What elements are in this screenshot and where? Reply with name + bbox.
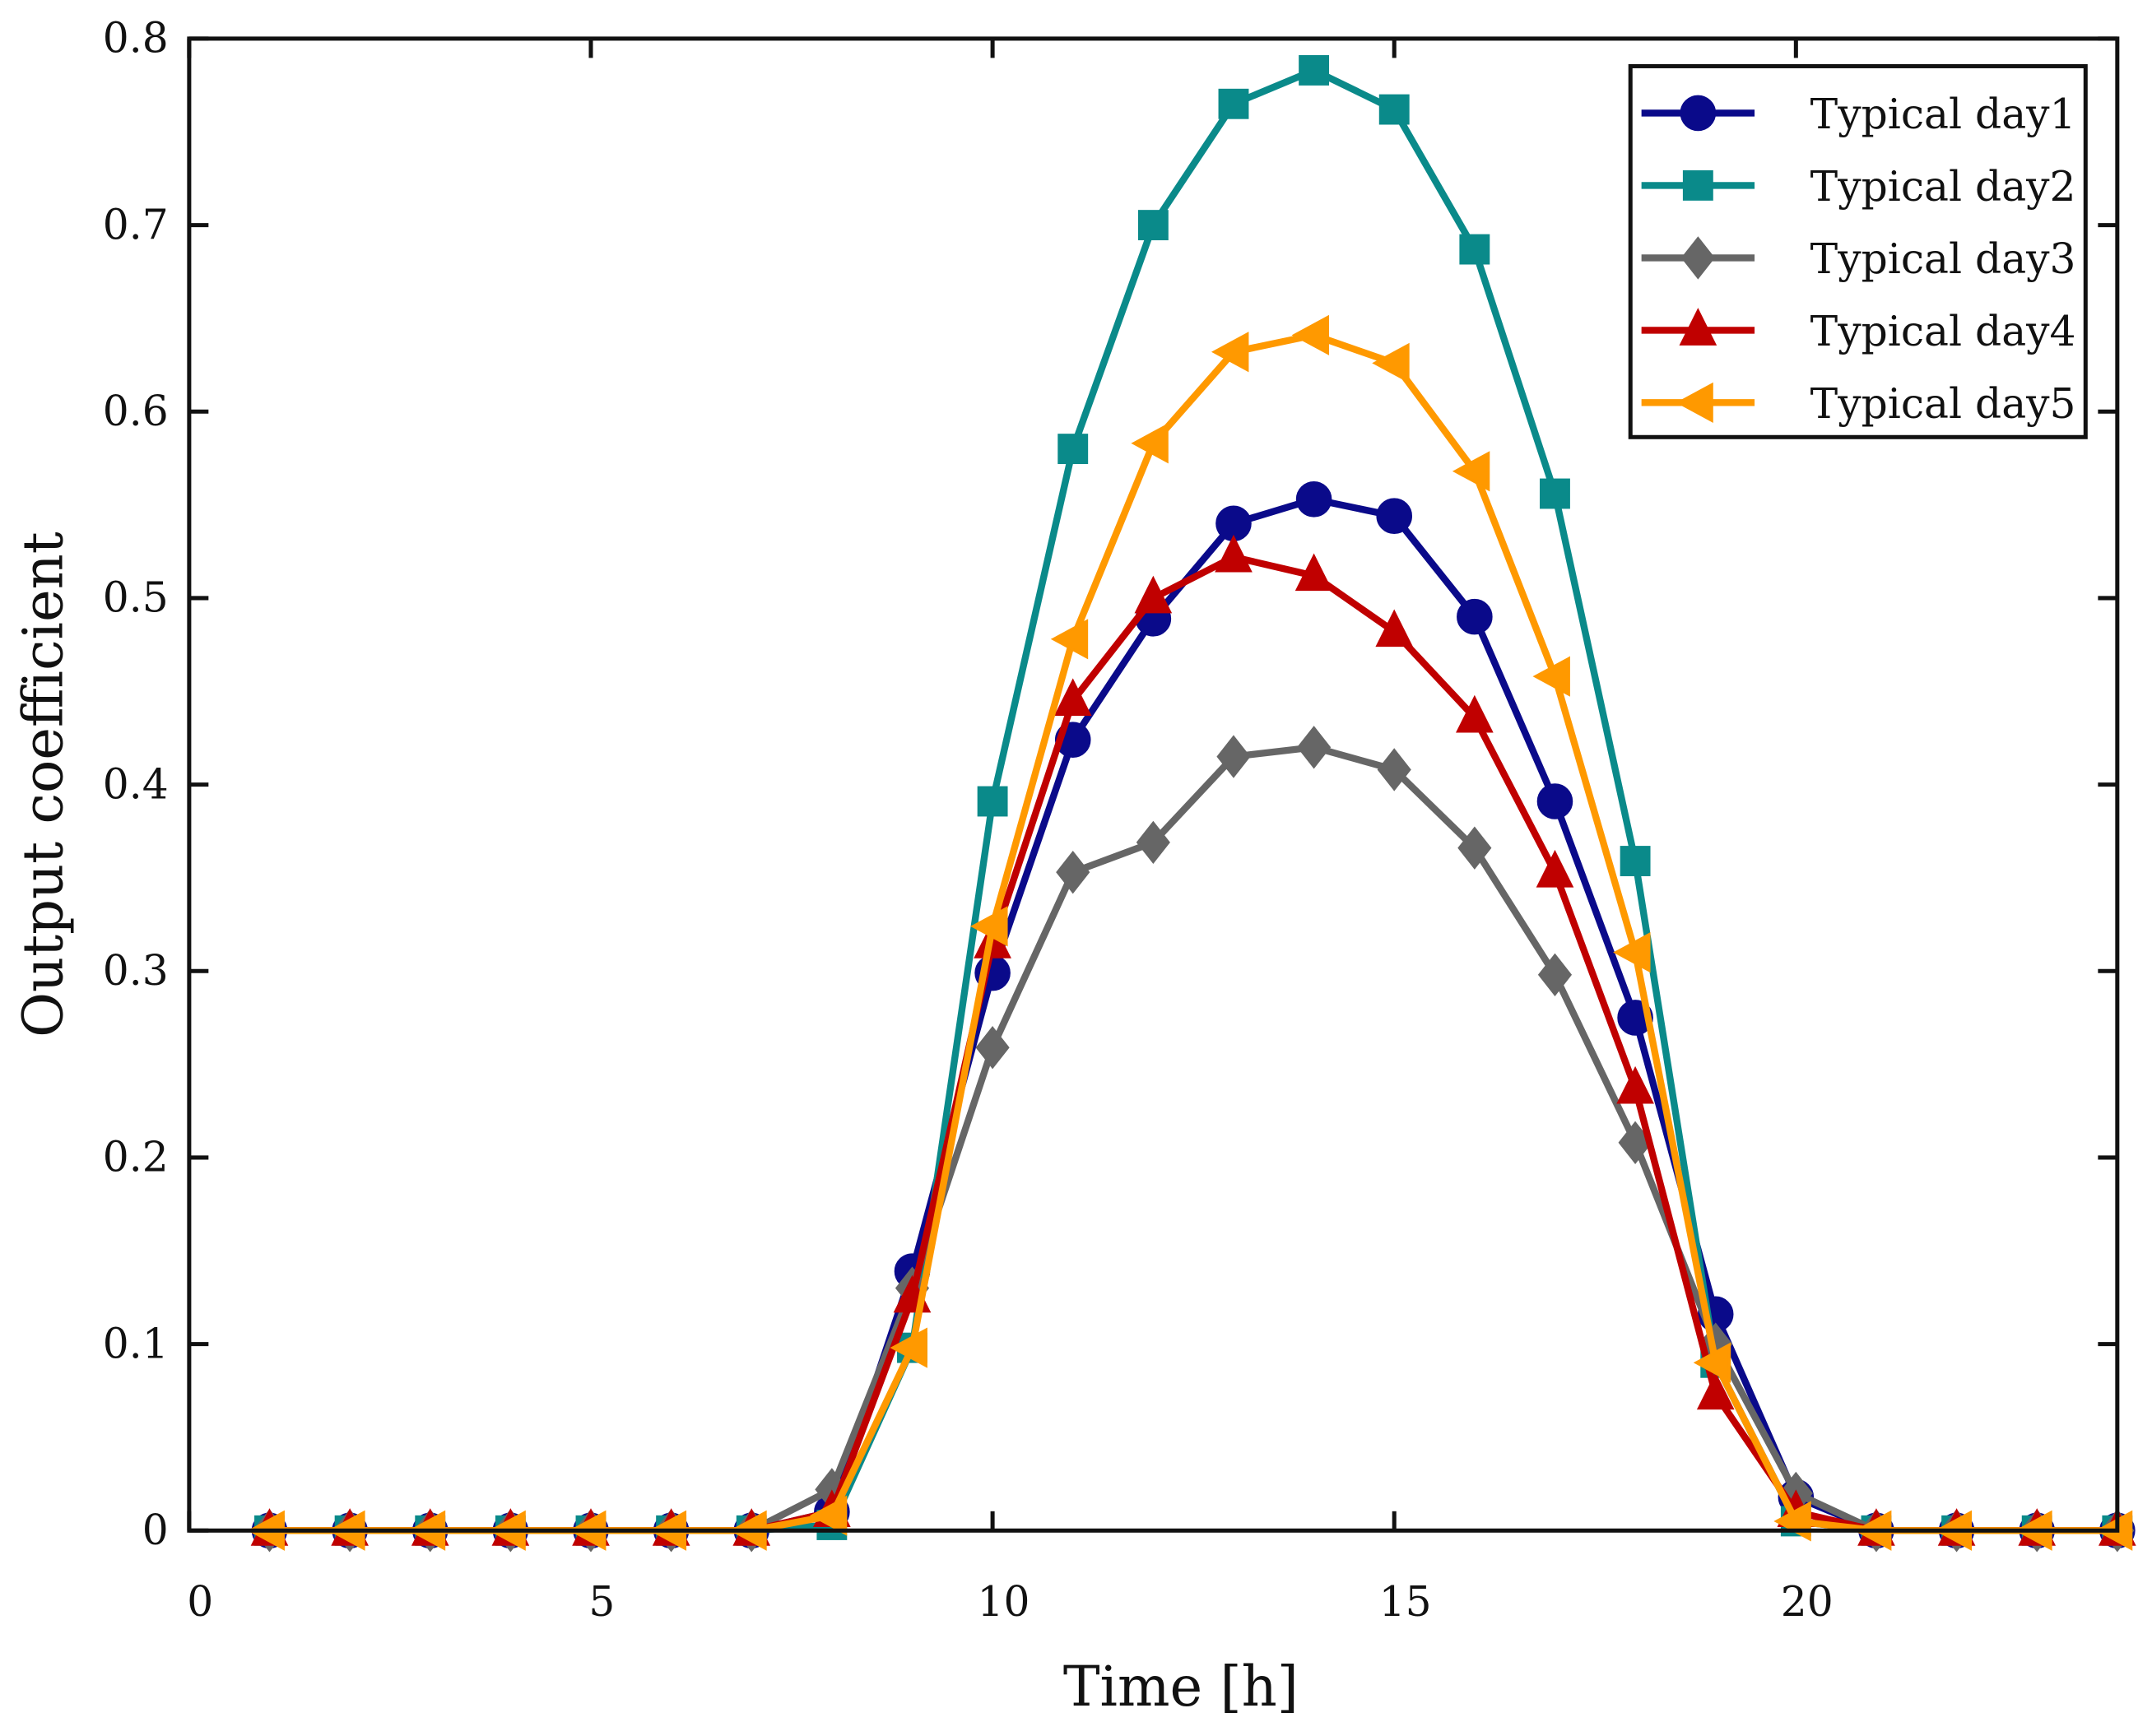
legend-label: Typical day5 [1810,379,2076,428]
series-4 [250,534,2136,1546]
data-point-square [1057,434,1089,465]
y-tick-label: 0 [142,1506,169,1554]
data-point-square [977,786,1008,817]
data-point-square [1378,94,1410,125]
data-point-circle [1680,95,1717,132]
data-point-circle [1536,783,1573,819]
axis-ticks: 0 5 10 15 20 0 0.1 0.2 0.3 0.4 0.5 0.6 0.7 0.8 [103,14,2117,1626]
x-tick-label: 0 [187,1577,213,1626]
data-point-triangle-left [1532,656,1570,697]
data-point-triangle-left [809,1495,848,1536]
legend-item: Typical day2 [1641,162,2076,211]
series-3 [252,726,2135,1553]
data-point-triangle-up [1053,678,1092,717]
data-point-diamond [1216,735,1251,778]
series-5 [247,314,2133,1551]
data-point-diamond [1537,953,1573,996]
data-point-triangle-up [1536,849,1574,888]
x-tick-label: 5 [588,1577,615,1626]
data-point-triangle-left [1291,314,1330,355]
series-line [269,553,2117,1534]
data-point-circle [1457,598,1493,635]
legend-item: Typical day4 [1641,307,2076,355]
data-point-square [1682,169,1713,201]
data-point-diamond [1136,820,1170,865]
data-point-diamond [975,1026,1010,1070]
series-line [269,495,2117,1534]
legend-item: Typical day3 [1641,234,2076,283]
data-point-square [1620,846,1651,876]
data-point-triangle-left [970,906,1008,947]
data-point-triangle-left [1211,332,1249,373]
data-point-circle [1295,481,1332,518]
data-point-diamond [1680,236,1715,280]
x-axis-label: Time [h] [1063,1655,1299,1719]
y-tick-label: 0.4 [103,759,169,808]
data-point-square [1459,234,1490,265]
data-point-triangle-left [1693,1342,1731,1383]
data-point-square [1299,55,1330,86]
y-tick-label: 0.5 [103,573,169,622]
legend: Typical day1 Typical day2 Typical day3 Typi… [1628,63,2088,439]
y-tick-label: 0.1 [103,1319,169,1367]
data-point-triangle-left [1676,382,1713,423]
legend-item: Typical day1 [1641,90,2076,138]
x-tick-label: 15 [1379,1577,1432,1626]
series-1 [251,481,2136,1549]
data-point-diamond [1377,748,1411,791]
data-point-square [1218,88,1249,119]
legend-label: Typical day2 [1810,162,2076,211]
data-point-diamond [1297,726,1332,769]
series-line [269,744,2117,1534]
data-point-triangle-up [1456,694,1494,733]
data-point-triangle-up [1679,308,1717,346]
legend-label: Typical day4 [1810,307,2076,355]
y-tick-label: 0.2 [103,1133,169,1181]
data-point-triangle-up [1375,609,1414,648]
data-point-triangle-left [1372,342,1410,383]
data-point-diamond [1056,850,1090,894]
x-tick-label: 20 [1781,1577,1834,1626]
data-point-triangle-left [1452,451,1490,492]
data-point-triangle-up [1696,1372,1735,1410]
y-tick-label: 0.8 [103,14,169,63]
series-line [269,332,2117,1534]
plot-frame [187,36,2120,1533]
data-point-triangle-up [1134,575,1173,614]
data-point-triangle-up [1616,1065,1654,1104]
data-point-triangle-left [890,1327,927,1368]
data-point-triangle-left [1131,423,1169,464]
legend-label: Typical day3 [1810,234,2076,283]
y-tick-label: 0.6 [103,387,169,435]
x-tick-label: 10 [978,1577,1030,1626]
y-tick-label: 0.3 [103,946,169,995]
data-point-square [1540,478,1570,509]
data-point-circle [1376,498,1413,534]
legend-item: Typical day5 [1641,379,2076,428]
data-point-triangle-up [1294,553,1333,592]
data-point-triangle-up [1215,534,1253,573]
legend-label: Typical day1 [1810,90,2076,138]
y-tick-label: 0.7 [103,200,169,248]
data-point-triangle-left [1050,619,1089,660]
y-axis-label: Output coefficient [12,531,76,1037]
data-point-diamond [1457,826,1492,870]
data-point-triangle-left [1613,932,1651,973]
data-point-square [1137,210,1169,241]
